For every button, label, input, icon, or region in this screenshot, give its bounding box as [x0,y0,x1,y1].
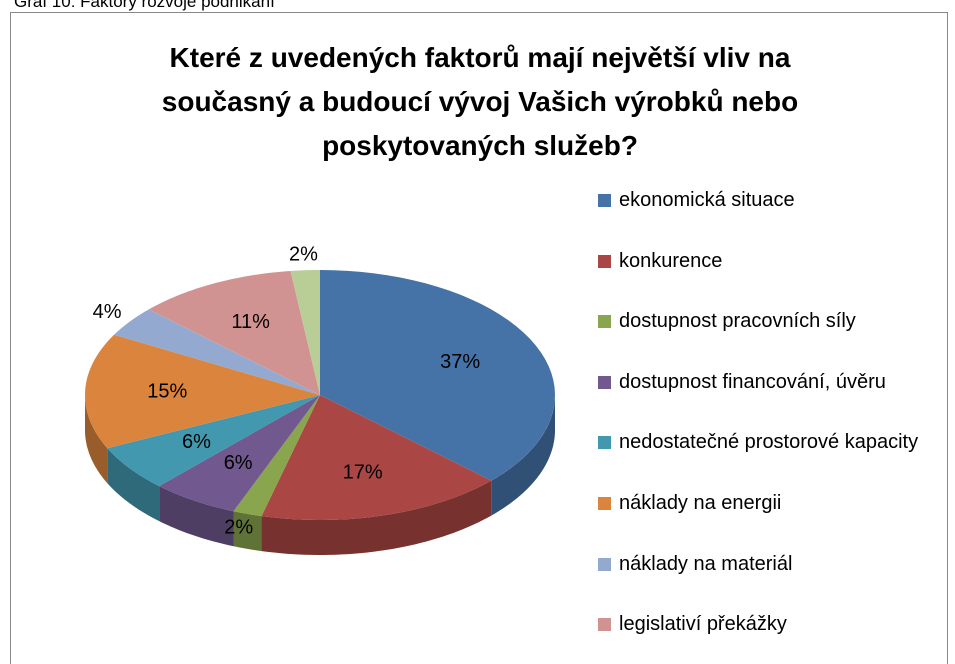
data-label: 4% [93,301,122,323]
pie-slice [233,395,320,517]
data-label: 2% [289,244,318,266]
pie-tops [85,270,555,520]
legend-item: konkurence [598,245,948,278]
legend-label: nedostatečné prostorové kapacity [619,431,919,454]
legend-swatch [598,375,611,389]
legend-item: ekonomická situace [598,184,948,217]
legend-label: legislativí překážky [619,613,787,636]
data-label: 2% [224,516,253,538]
legend-item: náklady na energii [598,487,948,520]
pie-side [85,395,108,484]
legend-label: ekonomická situace [619,189,795,211]
data-label: 6% [182,431,211,453]
caption: Graf 10: Faktory rozvoje podnikání [14,0,275,11]
legend-swatch [598,194,611,207]
data-label: 11% [231,311,270,333]
legend-swatch [598,315,611,329]
legend-label: dostupnost financování, úvěru [619,370,886,393]
pie-slice [114,309,320,395]
pie-slice [261,395,492,520]
legend-swatch [598,497,611,510]
legend-item: legislativí překážky [598,608,948,641]
legend-swatch [598,618,611,632]
legend-item: náklady na materiál [598,548,948,581]
data-label: 37% [440,351,480,373]
legend-label: konkurence [619,249,723,272]
pie-side [261,480,492,555]
chart-frame [10,12,948,664]
legend-swatch [598,557,611,571]
pie-slice [107,395,320,487]
pie-slice [159,395,320,512]
legend-item: dostupnost pracovních síly [598,305,948,338]
legend-swatch [598,254,611,268]
pie-slice [148,270,320,395]
legend-label: náklady na energii [619,492,782,514]
pie-sides [85,395,555,555]
pie-slice [320,270,555,481]
legend-label: náklady na materiál [619,552,793,575]
data-label: 6% [224,452,253,474]
pie-side [107,448,160,522]
legend-swatch [598,436,611,450]
pie-side [233,511,262,552]
pie-slice [290,270,320,395]
data-label: 15% [147,381,187,403]
data-label: 17% [343,461,383,483]
chart-title: Které z uvedených faktorů mají největší … [161,42,799,161]
legend-item: nedostatečné prostorové kapacity [598,426,948,459]
pie-slice [85,334,320,449]
pie-side [491,395,555,516]
pie-side [159,486,234,547]
legend-item: dostupnost financování, úvěru [598,366,948,399]
legend-label: dostupnost pracovních síly [619,310,856,333]
